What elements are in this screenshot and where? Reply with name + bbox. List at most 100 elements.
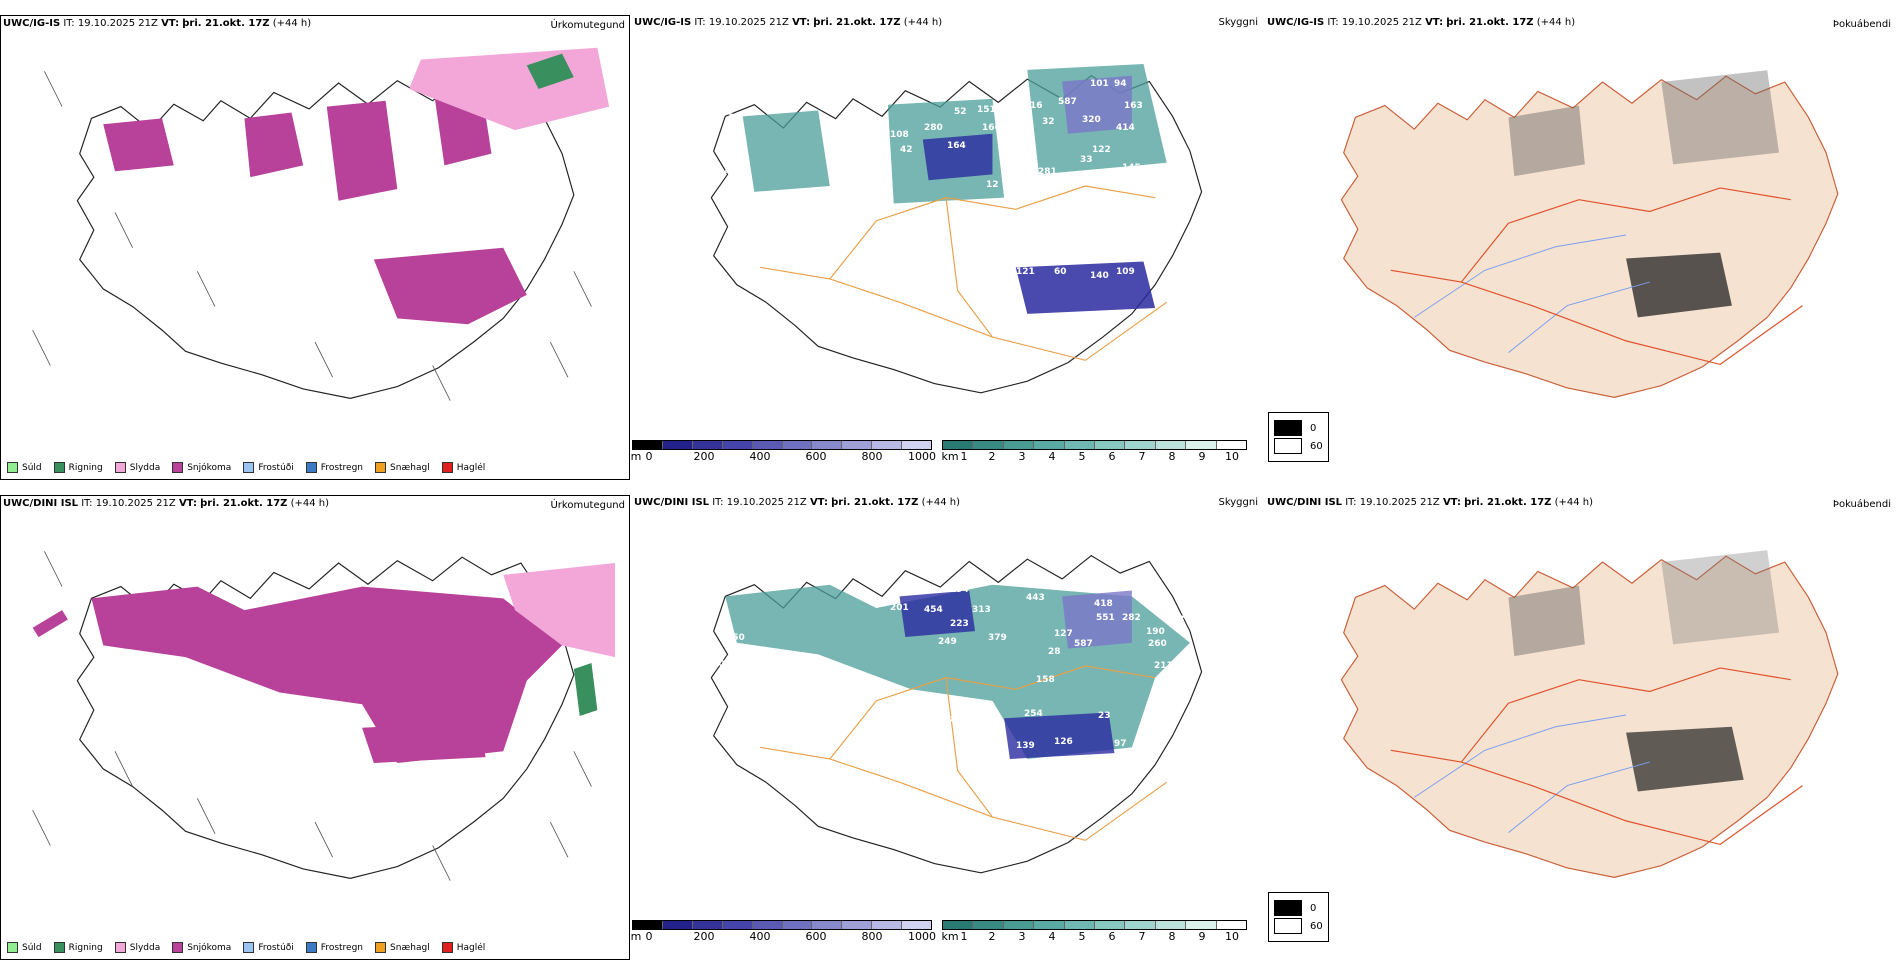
vis-value-label: 127 (1054, 629, 1073, 639)
vis-value-label: 145 (1122, 163, 1141, 173)
vis-labels-bottom: 194 201 313 454 223 379 443 576 418 551 … (632, 515, 1260, 910)
legend-item: Rigning (53, 942, 103, 953)
vis-value-label: 18 (944, 715, 957, 725)
vis-value-label: 587 (1074, 639, 1093, 649)
vis-value-label: 443 (1026, 593, 1045, 603)
iceland-fog-map (1340, 550, 1839, 878)
vis-value-label: 36 (728, 113, 741, 123)
legend-item: Frostregn (305, 942, 363, 953)
legend-item: Frostúði (243, 942, 294, 953)
vis-value-label: 331 (1176, 195, 1195, 205)
legend-item: Haglél (441, 462, 485, 473)
vis-value-label: 281 (1038, 167, 1057, 177)
vis-value-label: 38 (1060, 183, 1073, 193)
precip-legend: Súld Rigning Slydda Snjókoma Frostúði Fr… (7, 942, 485, 953)
legend-item: Slydda (114, 942, 160, 953)
vis-value-label: 52 (954, 107, 967, 117)
vis-value-label: 576 (1086, 579, 1105, 589)
tick-label: 400 (749, 450, 771, 463)
visibility-scale: km 1 2 3 4 5 6 7 8 9 10 (941, 440, 1247, 464)
vis-value-label: 150 (1008, 171, 1027, 181)
vis-value-label: 137 (1172, 615, 1191, 625)
vis-value-label: 587 (1058, 97, 1077, 107)
vis-value-label: 254 (1024, 709, 1043, 719)
vis-value-label: 151 (977, 105, 996, 115)
iceland-precip-map (32, 551, 615, 881)
tick-label: 8 (1168, 930, 1176, 943)
tick-label: 1 (960, 450, 968, 463)
fog-legend-label: 0 (1310, 422, 1317, 434)
vis-value-label: 60 (1054, 267, 1067, 277)
legend-item: Slydda (114, 462, 160, 473)
vis-value-label: 94 (1114, 79, 1127, 89)
legend-item: Haglél (441, 942, 485, 953)
vis-value-label: 158 (1036, 675, 1055, 685)
fog-legend-bottom: 0 60 (1268, 892, 1329, 942)
tick-label: 800 (861, 450, 883, 463)
unit-label: km (941, 930, 959, 943)
vis-value-label: 93 (940, 247, 953, 257)
iceland-fog-map (1340, 70, 1839, 398)
panel-visibility-top: UWC/IG-IS IT: 19.10.2025 21Z VT: þri. 21… (630, 15, 1262, 480)
legend-item: Snjókoma (172, 942, 231, 953)
vis-value-label: 282 (1122, 613, 1141, 623)
height-scale: m 0 200 400 600 800 1000 (630, 920, 936, 944)
vis-value-label: 280 (924, 123, 943, 133)
legend-item: Súld (7, 462, 42, 473)
vis-value-label: 33 (1080, 155, 1093, 165)
tick-label: 10 (1225, 930, 1239, 943)
panel-visibility-bottom: UWC/DINI ISL IT: 19.10.2025 21Z VT: þri.… (630, 495, 1262, 960)
tick-label: 2 (988, 450, 996, 463)
vis-value-label: 418 (1094, 599, 1113, 609)
vis-value-label: 153 (992, 253, 1011, 263)
panel-header: UWC/IG-IS IT: 19.10.2025 21Z VT: þri. 21… (3, 18, 312, 29)
vis-value-label: 201 (890, 603, 909, 613)
legend-item: Snjókoma (172, 462, 231, 473)
tick-label: 4 (1048, 930, 1056, 943)
tick-label: 600 (805, 450, 827, 463)
iceland-precip-map (32, 47, 610, 401)
tick-label: 1 (960, 930, 968, 943)
panel-header: UWC/DINI ISL IT: 19.10.2025 21Z VT: þri.… (1267, 497, 1594, 508)
unit-label: m (630, 450, 642, 463)
tick-label: 9 (1198, 450, 1206, 463)
vis-value-label: 122 (1092, 145, 1111, 155)
panel-header: UWC/IG-IS IT: 19.10.2025 21Z VT: þri. 21… (1267, 17, 1576, 28)
vis-value-label: 379 (988, 633, 1007, 643)
tick-label: 0 (645, 930, 653, 943)
unit-label: km (941, 450, 959, 463)
tick-label: 1000 (908, 450, 936, 463)
height-scale: m 0 200 400 600 800 1000 (630, 440, 936, 464)
vis-value-label: 302 (712, 659, 731, 669)
vis-value-label: 139 (1016, 741, 1035, 751)
panel-header: UWC/DINI ISL IT: 19.10.2025 21Z VT: þri.… (3, 498, 330, 509)
vis-value-label: 550 (726, 633, 745, 643)
tick-label: 7 (1138, 450, 1146, 463)
vis-value-label: 140 (1090, 271, 1109, 281)
tick-label: 6 (1108, 930, 1116, 943)
tick-label: 4 (1048, 450, 1056, 463)
vis-value-label: 211 (1154, 661, 1173, 671)
vis-value-label: 108 (890, 130, 909, 140)
vis-value-label: 164 (947, 141, 966, 151)
tick-label: 10 (1225, 450, 1239, 463)
tick-label: 200 (693, 450, 715, 463)
vis-value-label: 313 (972, 605, 991, 615)
legend-item: Snæhagl (375, 462, 430, 473)
vis-value-label: 190 (1146, 627, 1165, 637)
vis-value-label: 194 (950, 585, 969, 595)
panel-header: UWC/DINI ISL IT: 19.10.2025 21Z VT: þri.… (634, 497, 961, 508)
unit-label: m (630, 930, 642, 943)
tick-label: 3 (1018, 450, 1026, 463)
panel-title: Þokuábendi (1832, 19, 1891, 30)
vis-value-label: 260 (1148, 639, 1167, 649)
tick-label: 0 (645, 450, 653, 463)
fog-legend-label: 0 (1310, 902, 1317, 914)
tick-label: 200 (693, 930, 715, 943)
vis-value-label: 326 (1170, 173, 1189, 183)
vis-value-label: 320 (1082, 115, 1101, 125)
vis-value-label: 109 (1116, 267, 1135, 277)
vis-value-label: 249 (938, 637, 957, 647)
tick-label: 800 (861, 930, 883, 943)
vis-value-label: 163 (1124, 101, 1143, 111)
